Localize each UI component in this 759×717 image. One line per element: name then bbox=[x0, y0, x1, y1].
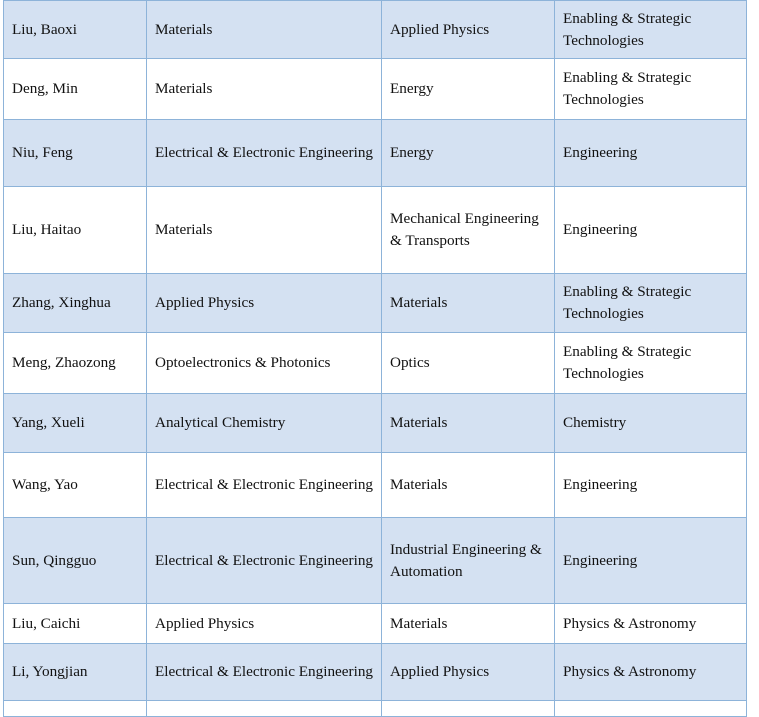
cell-subfield: Mechanical Engineering & Transports bbox=[381, 186, 555, 274]
table-row[interactable]: Yang, Xueli Analytical Chemistry Materials… bbox=[3, 393, 747, 453]
cell-area: Engineering bbox=[554, 452, 747, 518]
cell-name: Liu, Baoxi bbox=[3, 0, 147, 59]
cell-name: Wang, Yao bbox=[3, 452, 147, 518]
table-row[interactable]: Zhang, Xinghua Applied Physics Materials En… bbox=[3, 273, 747, 333]
cell-field: Materials bbox=[146, 0, 382, 59]
cell-subfield: Industrial Engineering & Automation bbox=[381, 517, 555, 604]
researcher-discipline-table: Liu, Baoxi Materials Applied Physics Enabli… bbox=[3, 0, 747, 717]
cell-area: Enabling & Strategic Technologies bbox=[554, 58, 747, 120]
cell-subfield: Materials bbox=[381, 452, 555, 518]
cell-subfield: Energy bbox=[381, 58, 555, 120]
table-row[interactable]: Liu, Haitao Materials Mechanical Engineeri… bbox=[3, 186, 747, 274]
table-row[interactable]: Meng, Zhaozong Optoelectronics & Photonic… bbox=[3, 332, 747, 394]
table-container: Liu, Baoxi Materials Applied Physics Enabli… bbox=[3, 0, 747, 717]
cell-area: Enabling & Strategic Technologies bbox=[554, 0, 747, 59]
table-row[interactable]: Liu, Baoxi Materials Applied Physics Enabli… bbox=[3, 0, 747, 59]
table-row[interactable]: Wang, Yao Electrical & Electronic Enginee… bbox=[3, 452, 747, 518]
cell-field: Electrical & Electronic Engineering bbox=[146, 119, 382, 187]
table-row[interactable]: Sun, Qingguo Electrical & Electronic Engi… bbox=[3, 517, 747, 604]
cell-field: Applied Physics bbox=[146, 603, 382, 644]
cell-field: Electrical & Electronic Engineering bbox=[146, 452, 382, 518]
cell-subfield: Materials bbox=[381, 273, 555, 333]
cell-area: Engineering bbox=[554, 517, 747, 604]
cell-name: Sun, Qingguo bbox=[3, 517, 147, 604]
cell-name: Meng, Zhaozong bbox=[3, 332, 147, 394]
cell-field bbox=[146, 700, 382, 717]
table-row[interactable]: Liu, Caichi Applied Physics Materials Physi… bbox=[3, 603, 747, 644]
cell-area: Physics & Astronomy bbox=[554, 643, 747, 701]
cell-field: Materials bbox=[146, 186, 382, 274]
cell-area: Engineering bbox=[554, 186, 747, 274]
cell-name: Liu, Caichi bbox=[3, 603, 147, 644]
cell-subfield: Applied Physics bbox=[381, 0, 555, 59]
cell-area: Chemistry bbox=[554, 393, 747, 453]
cell-area: Physics & Astronomy bbox=[554, 603, 747, 644]
cell-field: Applied Physics bbox=[146, 273, 382, 333]
cell-field: Optoelectronics & Photonics bbox=[146, 332, 382, 394]
cell-name: Liu, Haitao bbox=[3, 186, 147, 274]
table-row[interactable] bbox=[3, 700, 747, 717]
cell-subfield: Materials bbox=[381, 393, 555, 453]
cell-subfield: Optics bbox=[381, 332, 555, 394]
cell-name bbox=[3, 700, 147, 717]
cell-subfield: Energy bbox=[381, 119, 555, 187]
cell-name: Zhang, Xinghua bbox=[3, 273, 147, 333]
cell-subfield: Applied Physics bbox=[381, 643, 555, 701]
cell-subfield bbox=[381, 700, 555, 717]
table-row[interactable]: Li, Yongjian Electrical & Electronic Engi… bbox=[3, 643, 747, 701]
cell-area bbox=[554, 700, 747, 717]
cell-field: Electrical & Electronic Engineering bbox=[146, 517, 382, 604]
table-row[interactable]: Niu, Feng Electrical & Electronic Enginee… bbox=[3, 119, 747, 187]
cell-area: Enabling & Strategic Technologies bbox=[554, 332, 747, 394]
cell-field: Materials bbox=[146, 58, 382, 120]
cell-subfield: Materials bbox=[381, 603, 555, 644]
cell-name: Li, Yongjian bbox=[3, 643, 147, 701]
table-body: Liu, Baoxi Materials Applied Physics Enabli… bbox=[3, 0, 747, 717]
cell-name: Deng, Min bbox=[3, 58, 147, 120]
cell-name: Niu, Feng bbox=[3, 119, 147, 187]
cell-area: Engineering bbox=[554, 119, 747, 187]
cell-area: Enabling & Strategic Technologies bbox=[554, 273, 747, 333]
table-row[interactable]: Deng, Min Materials Energy Enabling & Strat… bbox=[3, 58, 747, 120]
cell-name: Yang, Xueli bbox=[3, 393, 147, 453]
cell-field: Analytical Chemistry bbox=[146, 393, 382, 453]
cell-field: Electrical & Electronic Engineering bbox=[146, 643, 382, 701]
